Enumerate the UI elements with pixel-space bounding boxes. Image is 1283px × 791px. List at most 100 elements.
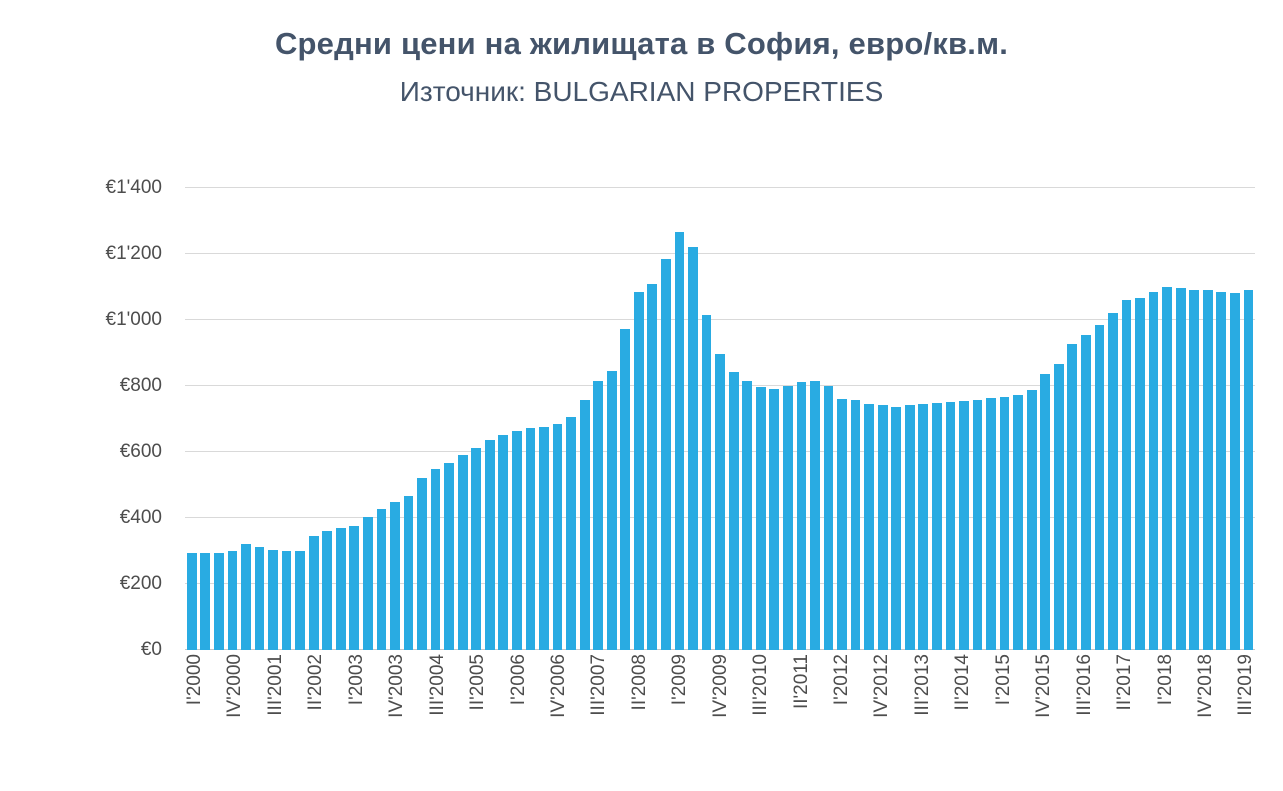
x-tick-slot: II'2008 <box>629 654 650 766</box>
bar-slot <box>1174 188 1188 650</box>
bar-slot <box>199 188 213 650</box>
x-tick-slot: IV'2009 <box>710 654 731 766</box>
x-tick-label: I'2006 <box>507 654 529 706</box>
bar-slot <box>1187 188 1201 650</box>
x-tick-label: III'2010 <box>750 654 772 716</box>
bar-slot <box>1066 188 1080 650</box>
bar-I'2012 <box>837 398 847 650</box>
bar-I'2016 <box>1053 364 1064 650</box>
bar-III'2003 <box>376 509 387 650</box>
x-tick-slot <box>851 654 862 766</box>
bar-III'2011 <box>810 380 820 650</box>
bar-IV'2000 <box>227 551 238 650</box>
bar-III'2009 <box>701 315 712 650</box>
x-tick-label: I'2012 <box>831 654 852 706</box>
x-tick-slot: I'2015 <box>993 654 1014 766</box>
x-tick-slot <box>1134 654 1145 766</box>
x-tick-slot <box>972 654 983 766</box>
y-tick-label: €1'200 <box>105 243 162 264</box>
x-tick-slot <box>568 654 579 766</box>
bar-slot <box>632 188 646 650</box>
x-tick-slot: IV'2003 <box>386 654 407 766</box>
x-tick-slot <box>608 654 619 766</box>
x-tick-slot <box>770 654 781 766</box>
bar-slot <box>1079 188 1093 650</box>
x-tick-label: III'2013 <box>911 654 933 716</box>
bar-slot <box>1093 188 1107 650</box>
bar-slot <box>754 188 768 650</box>
bar-slot <box>876 188 890 650</box>
x-tick-slot: I'2012 <box>831 654 852 766</box>
bar-slot <box>456 188 470 650</box>
bar-III'2005 <box>484 439 495 650</box>
x-tick-slot: II'2014 <box>952 654 973 766</box>
bar-slot <box>700 188 714 650</box>
bar-slot <box>1215 188 1229 650</box>
x-tick-slot: IV'2000 <box>224 654 245 766</box>
bar-slot <box>795 188 809 650</box>
bar-slot <box>1242 188 1256 650</box>
bar-slot <box>957 188 971 650</box>
bar-II'2007 <box>579 400 590 650</box>
x-tick-slot <box>891 654 902 766</box>
bar-slot <box>293 188 307 650</box>
bar-IV'2012 <box>877 405 888 650</box>
x-tick-slot <box>689 654 700 766</box>
x-tick-slot: III'2004 <box>427 654 448 766</box>
bar-II'2008 <box>633 292 644 650</box>
x-tick-slot <box>730 654 741 766</box>
bar-slot <box>564 188 578 650</box>
x-tick-slot <box>498 654 509 766</box>
x-tick-slot: I'2009 <box>669 654 690 766</box>
bar-III'2006 <box>539 426 549 650</box>
y-tick-label: €1'000 <box>105 309 162 330</box>
bar-I'2011 <box>782 385 793 650</box>
bar-II'2003 <box>363 517 373 650</box>
bar-IV'2013 <box>931 403 942 650</box>
x-tick-slot <box>406 654 417 766</box>
x-tick-label: I'2000 <box>184 654 205 706</box>
x-tick-slot: I'2000 <box>184 654 205 766</box>
bar-II'2006 <box>525 427 536 650</box>
bar-slot <box>646 188 660 650</box>
bar-slot <box>727 188 741 650</box>
bar-II'2013 <box>904 405 915 650</box>
bar-slot <box>781 188 795 650</box>
x-tick-slot: III'2016 <box>1074 654 1095 766</box>
bar-slot <box>1147 188 1161 650</box>
bar-slot <box>619 188 633 650</box>
bar-slot <box>497 188 511 650</box>
bar-slot <box>659 188 673 650</box>
bar-III'2007 <box>593 380 604 650</box>
bar-slot <box>375 188 389 650</box>
bar-IV'2016 <box>1094 324 1105 650</box>
bar-series <box>185 188 1255 650</box>
x-tick-slot: I'2003 <box>346 654 367 766</box>
bar-slot <box>903 188 917 650</box>
x-tick-slot <box>649 654 660 766</box>
bar-II'2015 <box>1013 395 1023 650</box>
bar-IV'2007 <box>606 370 617 650</box>
bar-III'2017 <box>1135 298 1145 650</box>
bar-II'2010 <box>742 380 753 650</box>
bar-II'2002 <box>308 536 319 650</box>
bar-IV'2018 <box>1202 289 1213 650</box>
x-tick-label: III'2007 <box>588 654 610 716</box>
chart-title: Средни цени на жилищата в София, евро/кв… <box>274 26 1009 61</box>
x-tick-slot: IV'2012 <box>871 654 892 766</box>
x-tick-slot: III'2007 <box>588 654 610 766</box>
x-tick-slot: III'2019 <box>1235 654 1256 766</box>
bar-slot <box>266 188 280 650</box>
bar-slot <box>673 188 687 650</box>
bar-slot <box>998 188 1012 650</box>
bar-slot <box>849 188 863 650</box>
x-tick-label: II'2011 <box>790 654 812 710</box>
bar-II'2018 <box>1175 288 1186 650</box>
x-tick-slot <box>781 654 792 766</box>
bar-slot <box>469 188 483 650</box>
bar-slot <box>822 188 836 650</box>
bar-I'2017 <box>1108 313 1118 650</box>
bar-slot <box>442 188 456 650</box>
bar-I'2003 <box>349 525 360 650</box>
